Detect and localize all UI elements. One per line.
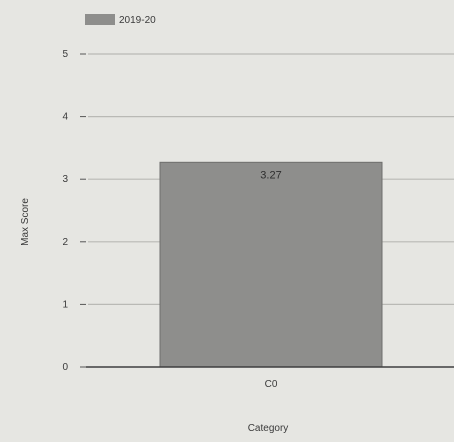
bars: 3.27 [159, 161, 383, 368]
y-tick-label: 0 [62, 362, 68, 373]
y-tick-label: 5 [62, 49, 68, 60]
x-tick-label: C0 [265, 379, 278, 390]
y-tick-label: 2 [62, 237, 68, 248]
y-tick-label: 4 [62, 112, 68, 123]
y-axis-title: Max Score [20, 198, 31, 246]
y-tick-label: 3 [62, 174, 68, 185]
legend: 2019-20 [85, 14, 156, 26]
bar [159, 161, 383, 368]
y-tick-label: 1 [62, 299, 68, 310]
x-axis-title: Category [248, 423, 289, 434]
legend-label: 2019-20 [119, 15, 156, 26]
legend-swatch [85, 14, 115, 25]
axes: 0 1 2 3 4 5 C0 [62, 49, 454, 390]
bar-data-label: 3.27 [260, 169, 281, 181]
